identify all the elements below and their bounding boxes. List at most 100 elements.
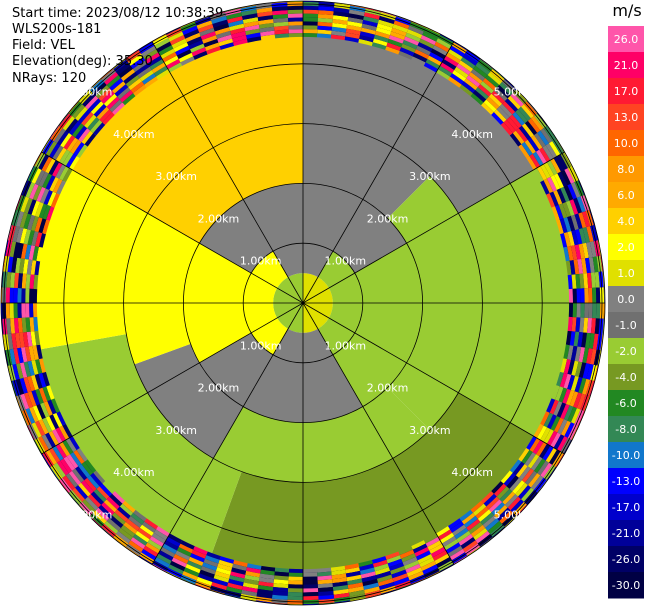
- noise-gate: [93, 103, 107, 118]
- noise-gate: [9, 287, 14, 303]
- noise-gate: [425, 58, 440, 70]
- noise-gate: [405, 563, 421, 574]
- noise-gate: [25, 317, 31, 333]
- range-ring-label: 2.00km: [198, 212, 240, 225]
- noise-gate: [144, 76, 159, 88]
- noise-gate: [274, 29, 289, 35]
- noise-gate: [459, 84, 473, 97]
- noise-gate: [493, 109, 507, 123]
- noise-gate: [11, 257, 18, 273]
- noise-gate: [406, 29, 423, 39]
- noise-gate: [273, 583, 289, 589]
- noise-gate: [543, 412, 554, 428]
- noise-gate: [580, 303, 585, 318]
- noise-gate: [167, 62, 183, 73]
- noise-gate: [196, 576, 213, 586]
- noise-gate: [536, 425, 548, 440]
- noise-gate: [188, 556, 204, 566]
- noise-gate: [36, 344, 43, 360]
- noise-gate: [524, 120, 538, 136]
- noise-gate: [228, 19, 244, 28]
- noise-gate: [563, 185, 574, 201]
- noise-gate: [378, 581, 395, 591]
- noise-gate: [38, 419, 49, 435]
- noise-gate: [563, 246, 570, 262]
- noise-gate: [524, 470, 538, 486]
- noise-gate: [71, 468, 85, 483]
- noise-gate: [535, 149, 547, 165]
- noise-gate: [527, 473, 541, 488]
- noise-gate: [393, 20, 410, 30]
- noise-gate: [203, 558, 219, 568]
- noise-gate: [560, 233, 568, 248]
- noise-gate: [256, 7, 273, 14]
- noise-gate: [56, 180, 66, 195]
- noise-gate: [47, 191, 57, 207]
- noise-gate: [115, 62, 131, 76]
- noise-gate: [472, 503, 487, 516]
- velocity-sector: [213, 387, 430, 483]
- noise-gate: [111, 81, 126, 94]
- noise-gate: [202, 562, 218, 571]
- noise-gate: [246, 36, 262, 43]
- noise-gate: [520, 104, 534, 119]
- noise-gate: [594, 271, 600, 288]
- noise-gate: [84, 114, 97, 129]
- noise-gate: [503, 119, 516, 134]
- colorbar-tick-label: -1.0: [615, 319, 636, 332]
- noise-gate: [588, 257, 595, 273]
- noise-gate: [241, 9, 258, 17]
- noise-gate: [475, 87, 489, 100]
- noise-gate: [553, 401, 563, 416]
- noise-gate: [534, 458, 546, 474]
- colorbar-swatch: [608, 156, 644, 183]
- noise-gate: [109, 78, 124, 91]
- noise-gate: [585, 332, 591, 349]
- azimuth-spoke: [302, 41, 455, 304]
- noise-gate: [434, 41, 450, 53]
- noise-gate: [510, 92, 524, 107]
- noise-gate: [106, 96, 120, 110]
- noise-gate: [556, 188, 566, 204]
- noise-gate: [543, 162, 554, 177]
- noise-gate: [60, 458, 72, 474]
- noise-gate: [574, 244, 582, 260]
- noise-gate: [122, 500, 136, 513]
- noise-gate: [99, 109, 113, 123]
- colorbar-swatch: [608, 520, 644, 547]
- noise-gate: [563, 405, 574, 421]
- colorbar: m/s 26.0 21.0 17.0 13.0 10.0 8.0 6.0 4.0 2.0 1.0 0…: [608, 1, 644, 599]
- noise-gate: [436, 69, 451, 80]
- noise-gate: [56, 130, 69, 146]
- noise-gate: [188, 40, 204, 50]
- noise-gate: [46, 385, 55, 400]
- noise-gate: [40, 402, 50, 418]
- noise-gate: [38, 218, 47, 234]
- noise-gate: [34, 330, 41, 346]
- noise-gate: [58, 166, 70, 181]
- noise-gate: [156, 41, 172, 53]
- noise-gate: [19, 212, 28, 229]
- noise-gate: [10, 272, 16, 288]
- noise-gate: [82, 499, 96, 514]
- noise-gate: [43, 190, 53, 205]
- velocity-sector: [303, 243, 333, 278]
- noise-gate: [226, 12, 243, 20]
- noise-gate: [316, 33, 332, 39]
- noise-gate: [363, 586, 380, 594]
- noise-gate: [564, 168, 575, 184]
- noise-gate: [142, 73, 156, 85]
- range-ring-label: 3.00km: [409, 424, 451, 437]
- noise-gate: [38, 233, 46, 248]
- range-ring-label: 5.00km: [71, 86, 113, 99]
- noise-gate: [287, 588, 303, 593]
- noise-gate: [374, 567, 391, 576]
- noise-gate: [510, 499, 524, 514]
- noise-gate: [75, 106, 88, 121]
- noise-gate: [485, 518, 500, 531]
- noise-gate: [500, 470, 513, 484]
- noise-gate: [11, 333, 18, 349]
- noise-gate: [317, 25, 333, 31]
- colorbar-tick-label: -2.0: [615, 345, 636, 358]
- noise-gate: [119, 503, 134, 516]
